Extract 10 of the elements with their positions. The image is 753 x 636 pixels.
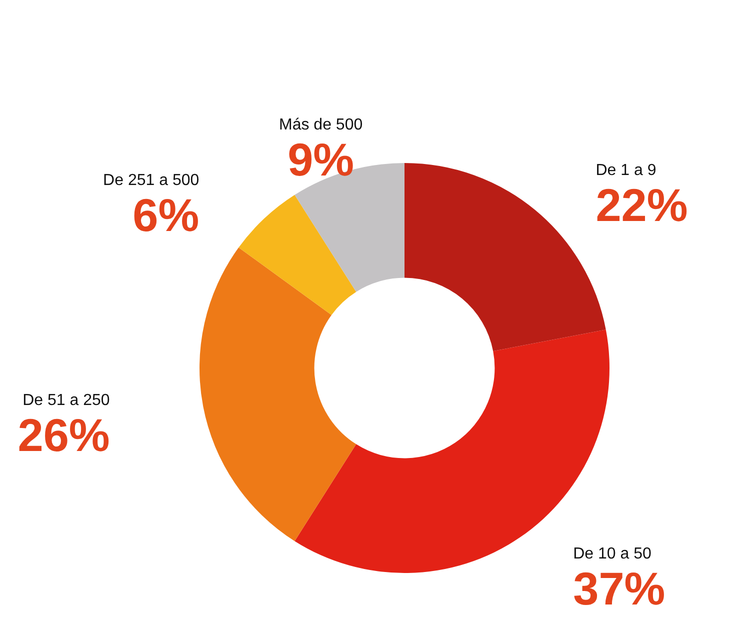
data-label: 26% [18, 408, 110, 461]
data-label: 37% [573, 562, 666, 614]
data-label: 6% [132, 189, 200, 242]
slice-label: De 10 a 50 [573, 546, 652, 562]
data-label: 22% [596, 179, 688, 232]
slice-label: Más de 500 [279, 116, 363, 134]
slice-label: De 1 a 9 [596, 162, 656, 180]
slice-label: De 51 a 250 [22, 392, 110, 409]
slice-label: De 251 a 500 [103, 172, 200, 190]
data-label: 9% [288, 134, 354, 186]
